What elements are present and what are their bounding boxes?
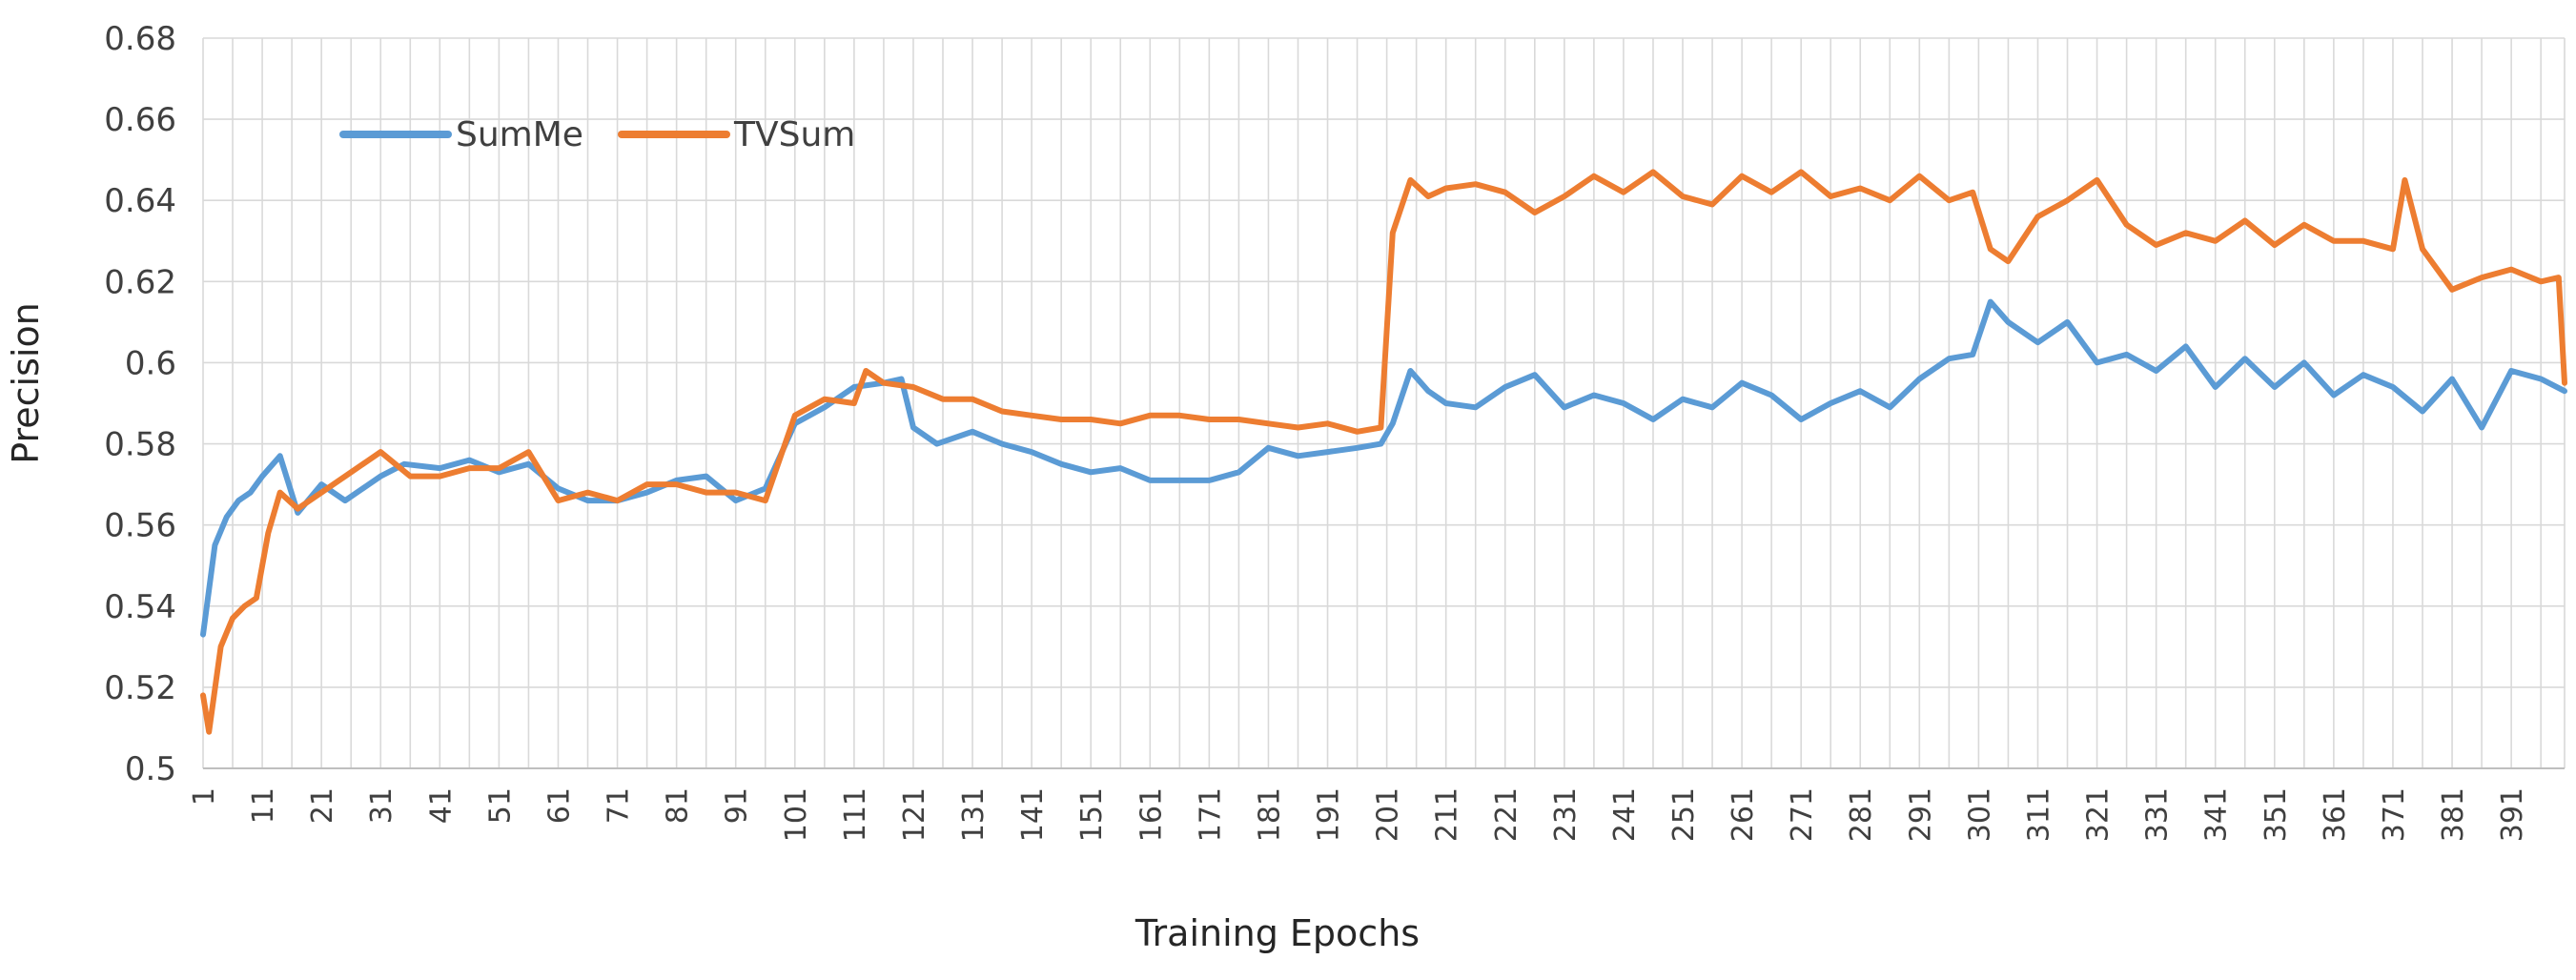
- x-tick-label: 151: [1075, 787, 1109, 842]
- x-tick-label: 21: [306, 787, 339, 824]
- x-tick-label: 331: [2141, 787, 2175, 842]
- x-tick-label: 181: [1253, 787, 1286, 842]
- y-tick-label: 0.68: [104, 20, 176, 58]
- x-tick-label: 141: [1016, 787, 1050, 842]
- x-tick-label: 251: [1667, 787, 1701, 842]
- series-line-summe: [200, 298, 2567, 638]
- x-tick-label: 361: [2319, 787, 2352, 842]
- x-tick-label: 341: [2200, 787, 2234, 842]
- series-lines: [200, 169, 2567, 735]
- x-tick-label: 111: [839, 787, 872, 842]
- gridlines: [202, 37, 2566, 769]
- x-tick-label: 191: [1313, 787, 1346, 842]
- y-tick-label: 0.52: [104, 669, 176, 707]
- x-tick-label: 11: [247, 787, 280, 824]
- x-tick-label: 121: [898, 787, 931, 842]
- x-tick-label: 311: [2022, 787, 2055, 842]
- x-axis-ticks: 1 11 21 31 41 51 61 71 81 91 101 111 121 131 141 151 161…: [188, 787, 2529, 842]
- x-tick-label: 61: [542, 787, 576, 824]
- x-tick-label: 321: [2082, 787, 2116, 842]
- x-tick-label: 211: [1431, 787, 1464, 842]
- x-tick-label: 1: [188, 787, 221, 806]
- x-tick-label: 231: [1549, 787, 1583, 842]
- x-tick-label: 221: [1490, 787, 1523, 842]
- x-tick-label: 271: [1786, 787, 1819, 842]
- y-tick-label: 0.56: [104, 507, 176, 545]
- x-tick-label: 71: [603, 787, 636, 824]
- x-tick-label: 131: [957, 787, 991, 842]
- y-axis-ticks: 0.5 0.52 0.54 0.56 0.58 0.6 0.62 0.64 0.66 0.68: [104, 20, 176, 788]
- legend-label-tvsum: TVSum: [733, 115, 855, 154]
- x-tick-label: 261: [1727, 787, 1760, 842]
- y-tick-label: 0.58: [104, 426, 176, 464]
- x-tick-label: 81: [662, 787, 695, 824]
- y-tick-label: 0.64: [104, 182, 176, 220]
- legend: SumMe TVSum: [339, 115, 855, 154]
- legend-label-summe: SumMe: [456, 115, 583, 154]
- x-tick-label: 241: [1608, 787, 1642, 842]
- x-tick-label: 201: [1372, 787, 1405, 842]
- series-line-tvsum: [200, 169, 2567, 735]
- y-tick-label: 0.62: [104, 263, 176, 301]
- x-tick-label: 281: [1845, 787, 1878, 842]
- x-tick-label: 41: [424, 787, 458, 824]
- y-tick-label: 0.66: [104, 101, 176, 139]
- x-tick-label: 161: [1135, 787, 1168, 842]
- x-tick-label: 371: [2378, 787, 2411, 842]
- x-tick-label: 31: [365, 787, 399, 824]
- x-tick-label: 301: [1963, 787, 1996, 842]
- x-tick-label: 291: [1904, 787, 1937, 842]
- x-tick-label: 101: [780, 787, 813, 842]
- x-tick-label: 51: [483, 787, 517, 824]
- x-tick-label: 171: [1194, 787, 1227, 842]
- x-axis-title: Training Epochs: [1135, 912, 1420, 954]
- y-axis-title: Precision: [5, 302, 47, 464]
- x-tick-label: 381: [2437, 787, 2470, 842]
- y-tick-label: 0.5: [125, 750, 176, 788]
- y-tick-label: 0.54: [104, 588, 176, 626]
- x-tick-label: 91: [721, 787, 754, 824]
- x-tick-label: 351: [2259, 787, 2293, 842]
- y-tick-label: 0.6: [125, 344, 176, 382]
- x-tick-label: 391: [2496, 787, 2529, 842]
